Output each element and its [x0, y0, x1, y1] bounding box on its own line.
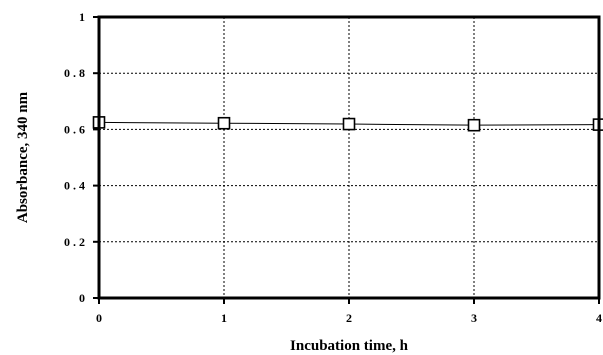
x-tick-label: 1	[221, 311, 227, 325]
data-point-marker	[217, 116, 231, 130]
y-tick-label: 0 . 4	[64, 179, 85, 193]
y-tick-label: 1	[79, 10, 85, 24]
data-point-marker	[342, 117, 356, 131]
x-tick-label: 0	[96, 311, 102, 325]
y-tick-label: 0 . 2	[64, 235, 85, 249]
y-tick-label: 0	[79, 291, 85, 305]
data-series	[92, 116, 603, 132]
y-tick-label: 0 . 8	[64, 66, 85, 80]
axis-ticks	[93, 16, 600, 304]
x-tick-label: 4	[596, 311, 602, 325]
x-tick-labels: 0 1 2 3 4	[96, 311, 602, 325]
y-tick-label: 0 . 6	[64, 122, 85, 136]
x-tick-label: 2	[346, 311, 352, 325]
x-axis-title: Incubation time, h	[290, 338, 409, 354]
y-tick-labels: 0 0 . 2 0 . 4 0 . 6 0 . 8 1	[64, 10, 85, 305]
data-point-marker	[467, 118, 481, 132]
grid-lines	[99, 17, 599, 298]
y-axis-title: Absorbance, 340 nm	[15, 91, 31, 223]
x-tick-label: 3	[471, 311, 477, 325]
